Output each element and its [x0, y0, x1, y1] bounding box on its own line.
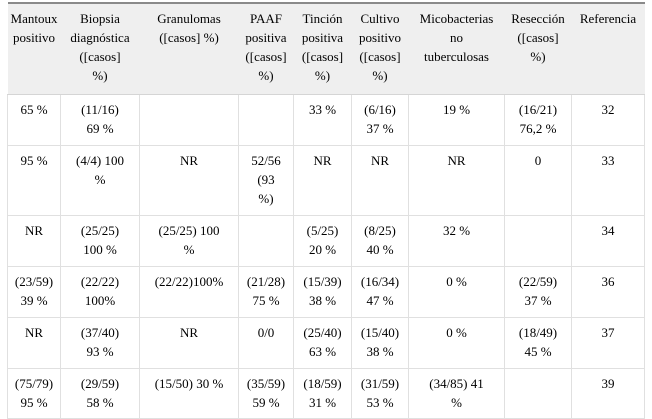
column-header-biopsia: Biopsia diagnóstica ([casos] %): [60, 3, 140, 95]
table-cell: 65 %: [7, 93, 61, 146]
table-cell: (18/59) 31 %: [293, 367, 352, 419]
table-cell: NR: [7, 316, 61, 369]
table-cell: (31/59) 53 %: [351, 367, 409, 419]
table-cell: 95 %: [7, 144, 61, 216]
table-cell: (22/22)100%: [139, 265, 239, 318]
table-cell: (18/49) 45 %: [504, 316, 572, 369]
table-body: 65 % (11/16) 69 % 33 % (6/16) 37 % 19 % …: [7, 93, 645, 419]
table-cell: (29/59) 58 %: [60, 367, 140, 419]
table-cell: 19 %: [408, 93, 505, 146]
table-cell: [238, 93, 294, 146]
table-cell: (8/25) 40 %: [351, 214, 409, 267]
table-cell: [504, 367, 572, 419]
table-cell: (16/21) 76,2 %: [504, 93, 572, 146]
table-cell: (22/59) 37 %: [504, 265, 572, 318]
table-cell: (23/59) 39 %: [7, 265, 61, 318]
table-cell: 0 %: [408, 316, 505, 369]
table-row: (23/59) 39 % (22/22) 100% (22/22)100% (2…: [7, 265, 645, 318]
diagnostic-results-table: Mantoux positivo Biopsia diagnóstica ([c…: [7, 2, 645, 419]
table-cell: (34/85) 41 %: [408, 367, 505, 419]
table-cell: (4/4) 100 %: [60, 144, 140, 216]
table-cell: 0: [504, 144, 572, 216]
table-row: NR (25/25) 100 % (25/25) 100 % (5/25) 20…: [7, 214, 645, 267]
header-row: Mantoux positivo Biopsia diagnóstica ([c…: [7, 3, 645, 95]
table-cell: 33 %: [293, 93, 352, 146]
table-cell: (11/16) 69 %: [60, 93, 140, 146]
table-cell: [238, 214, 294, 267]
table-cell: NR: [139, 316, 239, 369]
table-row: NR (37/40) 93 % NR 0/0 (25/40) 63 % (15/…: [7, 316, 645, 369]
table-cell: (5/25) 20 %: [293, 214, 352, 267]
column-header-mantoux: Mantoux positivo: [7, 3, 61, 95]
column-header-granulomas: Granulomas ([casos] %): [139, 3, 239, 95]
table-cell: (16/34) 47 %: [351, 265, 409, 318]
column-header-cultivo: Cultivo positivo ([casos] %): [351, 3, 409, 95]
column-header-micobacterias: Micobacterias no tuberculosas: [408, 3, 505, 95]
table-cell: 36: [571, 265, 645, 318]
table-cell: 34: [571, 214, 645, 267]
column-header-paaf: PAAF positiva ([casos] %): [238, 3, 294, 95]
table-cell: (15/50) 30 %: [139, 367, 239, 419]
table-cell: (75/79) 95 %: [7, 367, 61, 419]
table-cell: 0/0: [238, 316, 294, 369]
table-cell: 0 %: [408, 265, 505, 318]
table-cell: 52/56 (93 %): [238, 144, 294, 216]
column-header-reseccion: Resección ([casos] %): [504, 3, 572, 95]
table-cell: (37/40) 93 %: [60, 316, 140, 369]
table-cell: 32 %: [408, 214, 505, 267]
table-cell: [504, 214, 572, 267]
table-header: Mantoux positivo Biopsia diagnóstica ([c…: [7, 3, 645, 95]
table-cell: NR: [351, 144, 409, 216]
table-cell: [139, 93, 239, 146]
table-cell: NR: [408, 144, 505, 216]
table-cell: (25/25) 100 %: [139, 214, 239, 267]
table-cell: (35/59) 59 %: [238, 367, 294, 419]
table-row: 65 % (11/16) 69 % 33 % (6/16) 37 % 19 % …: [7, 93, 645, 146]
table-cell: (15/40) 38 %: [351, 316, 409, 369]
table-cell: 32: [571, 93, 645, 146]
table-cell: NR: [7, 214, 61, 267]
table-cell: NR: [139, 144, 239, 216]
table-cell: (25/40) 63 %: [293, 316, 352, 369]
table-row: (75/79) 95 % (29/59) 58 % (15/50) 30 % (…: [7, 367, 645, 419]
column-header-tincion: Tinción positiva ([casos] %): [293, 3, 352, 95]
table-cell: NR: [293, 144, 352, 216]
table-cell: (15/39) 38 %: [293, 265, 352, 318]
table-cell: (6/16) 37 %: [351, 93, 409, 146]
table-cell: (21/28) 75 %: [238, 265, 294, 318]
table-row: 95 % (4/4) 100 % NR 52/56 (93 %) NR NR N…: [7, 144, 645, 216]
column-header-referencia: Referencia: [571, 3, 645, 95]
table-cell: (25/25) 100 %: [60, 214, 140, 267]
table-cell: 33: [571, 144, 645, 216]
table-cell: 39: [571, 367, 645, 419]
table-cell: 37: [571, 316, 645, 369]
table-cell: (22/22) 100%: [60, 265, 140, 318]
